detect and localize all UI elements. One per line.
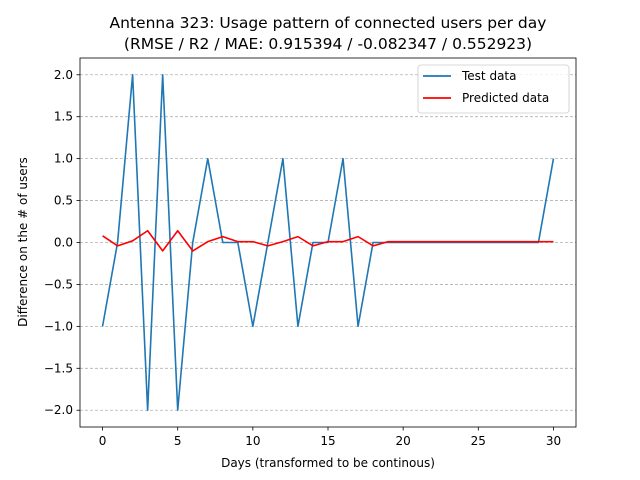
y-tick-label: 2.0	[54, 68, 73, 82]
legend-box	[417, 64, 570, 114]
chart-subtitle: (RMSE / R2 / MAE: 0.915394 / -0.082347 /…	[124, 35, 532, 53]
legend-label-test-data: Test data	[461, 69, 516, 83]
y-tick-label: −2.0	[44, 403, 73, 417]
x-tick-label: 0	[99, 434, 107, 448]
series-line-predicted-data	[102, 229, 554, 252]
x-tick-label: 25	[471, 434, 486, 448]
x-tick-label: 10	[245, 434, 260, 448]
y-tick-label: 1.5	[54, 110, 73, 124]
legend-label-predicted-data: Predicted data	[462, 91, 549, 105]
y-tick-label: −1.0	[44, 319, 73, 333]
y-axis-label: Difference on the # of users	[16, 157, 30, 327]
series-lines	[101, 73, 555, 412]
y-tick-label: 0.5	[54, 194, 73, 208]
y-tick-label: 1.0	[54, 152, 73, 166]
x-tick-label: 5	[174, 434, 182, 448]
y-tick-label: 0.0	[54, 236, 73, 250]
y-tick-label: −0.5	[44, 277, 73, 291]
y-tick-label: −1.5	[44, 361, 73, 375]
axis-ticks: −2.0 −1.5 −1.0 −0.5 0.0 0.5 1.0 1.5 2.0 0 5 10 15 20 2…	[44, 68, 561, 448]
x-tick-label: 20	[396, 434, 411, 448]
x-tick-label: 30	[546, 434, 561, 448]
x-tick-label: 15	[320, 434, 335, 448]
legend: Test data Predicted data	[417, 64, 570, 114]
chart-title: Antenna 323: Usage pattern of connected …	[110, 14, 547, 32]
x-axis-label: Days (transformed to be continous)	[221, 456, 435, 470]
series-line-test-data	[101, 73, 555, 412]
